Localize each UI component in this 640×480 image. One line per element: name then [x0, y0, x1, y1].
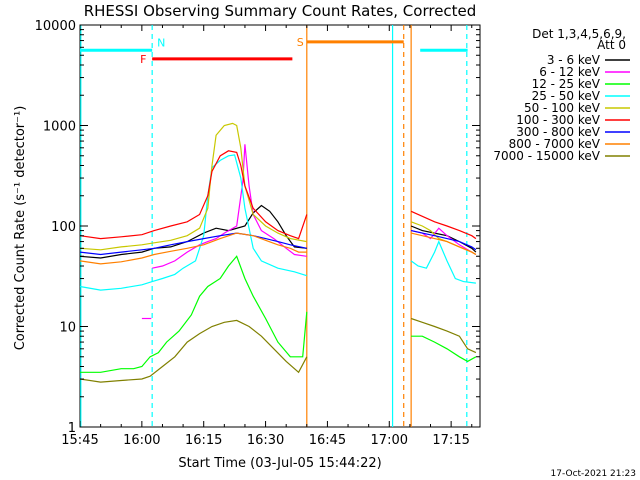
legend-label: 50 - 100 keV [524, 101, 601, 115]
footer-timestamp: 17-Oct-2021 21:23 [551, 469, 636, 479]
series-8-segment-1 [410, 317, 477, 354]
series-1-segment-1 [152, 144, 307, 269]
flag-label-S: S [297, 36, 304, 49]
vertical-markers [80, 25, 468, 427]
legend-label: 100 - 300 keV [516, 113, 600, 127]
legend-label: 7000 - 15000 keV [493, 149, 600, 163]
chart-title: RHESSI Observing Summary Count Rates, Co… [84, 2, 477, 20]
series-5-segment-1 [410, 210, 477, 240]
legend-label: 3 - 6 keV [547, 53, 601, 67]
y-tick-label: 1000 [43, 120, 76, 135]
legend-label: 6 - 12 keV [539, 65, 601, 79]
observing-flags: NF S [80, 36, 468, 66]
legend-label: 300 - 800 keV [516, 125, 600, 139]
x-tick-label: 16:00 [123, 433, 160, 448]
x-axis-label: Start Time (03-Jul-05 15:44:22) [178, 456, 381, 471]
series-4-segment-0 [79, 122, 307, 251]
y-axis-label: Corrected Count Rate (s⁻¹ detector⁻¹) [13, 106, 28, 351]
series-0-segment-0 [79, 204, 307, 259]
series-7-segment-1 [410, 232, 477, 256]
series-7-segment-0 [79, 232, 307, 265]
y-tick-label: 100 [51, 220, 76, 235]
series-6-segment-1 [410, 230, 477, 251]
x-tick-label: 17:15 [432, 433, 469, 448]
series-2-segment-1 [411, 335, 477, 363]
flag-label-F: F [140, 53, 146, 66]
legend-header-line: Att 0 [597, 38, 626, 52]
legend-label: 25 - 50 keV [532, 89, 601, 103]
series-lines [79, 122, 477, 383]
series-6-segment-0 [79, 232, 307, 256]
series-3-segment-0 [79, 154, 307, 291]
y-tick-label: 1 [68, 421, 76, 436]
series-2-segment-0 [80, 255, 308, 373]
y-tick-label: 10 [59, 321, 76, 336]
series-5-segment-0 [79, 150, 308, 240]
series-8-segment-0 [79, 319, 308, 383]
legend-label: 12 - 25 keV [532, 77, 601, 91]
flag-label-N: N [157, 36, 165, 49]
axes: 15:45 16:00 16:15 16:30 16:45 17:00 17:15 1 10 10… [35, 19, 480, 448]
legend-header-line: Det 1,3,4,5,6,9, [532, 27, 626, 41]
x-tick-label: 16:15 [185, 433, 222, 448]
legend-label: 800 - 7000 keV [509, 137, 601, 151]
x-tick-label: 17:00 [371, 433, 408, 448]
y-tick-label: 10000 [35, 19, 76, 34]
series-3-segment-1 [410, 240, 476, 284]
x-tick-label: 15:45 [61, 433, 98, 448]
x-tick-label: 16:30 [247, 433, 284, 448]
x-tick-label: 16:45 [309, 433, 346, 448]
